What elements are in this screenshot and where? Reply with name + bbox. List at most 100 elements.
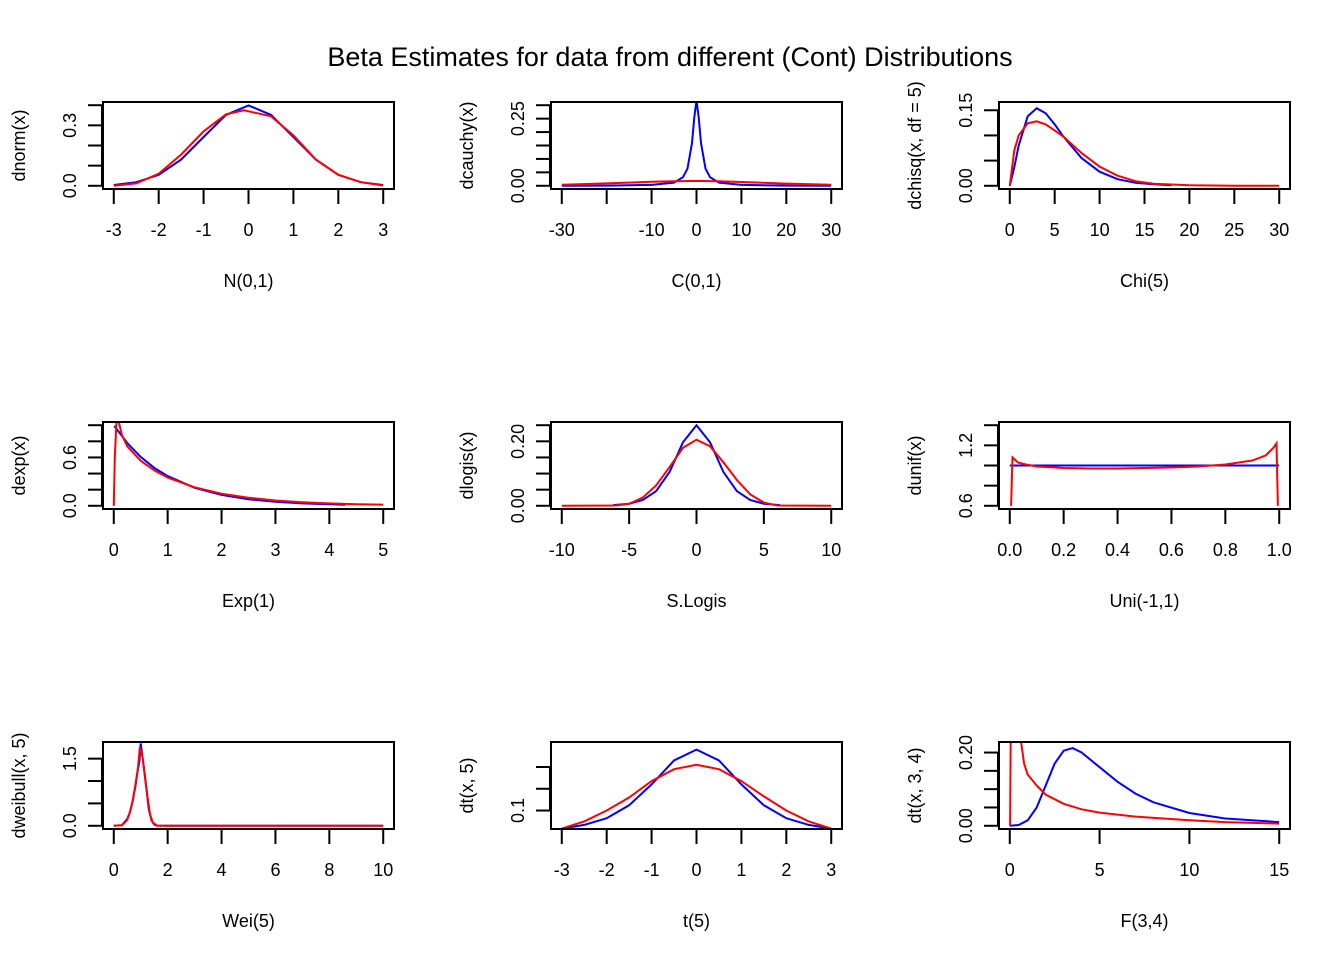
beta-estimate-line bbox=[561, 763, 832, 829]
y-tick-label: 0.15 bbox=[956, 93, 976, 128]
x-axis-label: S.Logis bbox=[666, 591, 726, 611]
beta-estimate-line bbox=[1010, 440, 1279, 506]
y-tick-label: 0.00 bbox=[956, 808, 976, 843]
panel-7: 0 2 4 6 8 10 0.0 1.5 Wei(5) dweibull(x, 5) bbox=[9, 732, 395, 931]
x-tick-label: 0 bbox=[1005, 220, 1015, 240]
beta-estimate-line bbox=[561, 438, 832, 507]
x-tick-label: 1 bbox=[736, 860, 746, 880]
y-tick-label: 0.0 bbox=[60, 173, 80, 198]
y-axis-label: dt(x, 3, 4) bbox=[905, 747, 925, 823]
x-tick-label: 0 bbox=[691, 540, 701, 560]
x-tick-label: 6 bbox=[270, 860, 280, 880]
panel-3: 0 5 10 15 20 25 30 0.00 0.15 Chi(5) dchisq(x, df =… bbox=[905, 81, 1291, 291]
x-tick-label: 4 bbox=[324, 540, 334, 560]
x-tick-label: 8 bbox=[324, 860, 334, 880]
y-axis-label: dlogis(x) bbox=[457, 431, 477, 499]
x-tick-label: 1.0 bbox=[1267, 540, 1292, 560]
x-tick-label: 0.2 bbox=[1051, 540, 1076, 560]
panels-grid: -3 -2 -1 0 1 2 30.00.3N(0,1)dnorm(x)-30 -10 0 10 2… bbox=[9, 81, 1292, 931]
x-axis-label: N(0,1) bbox=[223, 271, 273, 291]
plot-box bbox=[102, 101, 395, 190]
panel-2: -30 -10 0 10 20 30 0.00 0.25 C(0,1) dcauchy(x) bbox=[457, 101, 843, 291]
x-tick-label: 10 bbox=[1179, 860, 1199, 880]
x-tick-label: 4 bbox=[217, 860, 227, 880]
x-tick-label: 20 bbox=[1179, 220, 1199, 240]
x-tick-label: 0 bbox=[691, 220, 701, 240]
x-axis-label: t(5) bbox=[683, 911, 710, 931]
y-tick-label: 0.3 bbox=[60, 113, 80, 138]
x-tick-label: -1 bbox=[644, 860, 660, 880]
y-tick-label: 0.6 bbox=[60, 445, 80, 470]
true-density-line bbox=[113, 743, 384, 827]
true-density-line bbox=[1008, 106, 1172, 187]
y-tick-label: 0.20 bbox=[956, 735, 976, 770]
x-tick-label: 30 bbox=[1269, 220, 1289, 240]
x-tick-label: 0.6 bbox=[1159, 540, 1184, 560]
panel-4: 0 1 2 3 4 5 0.0 0.6 Exp(1) dexp(x) bbox=[9, 421, 395, 611]
true-density-line bbox=[561, 748, 832, 829]
true-density-line bbox=[1009, 747, 1280, 827]
x-tick-label: -5 bbox=[621, 540, 637, 560]
x-tick-label: 10 bbox=[821, 540, 841, 560]
x-tick-label: 5 bbox=[378, 540, 388, 560]
plot-box bbox=[998, 741, 1291, 830]
y-axis-label: dnorm(x) bbox=[9, 109, 29, 181]
x-tick-label: 5 bbox=[1050, 220, 1060, 240]
beta-estimate-line bbox=[1009, 742, 1280, 826]
x-tick-label: 0 bbox=[691, 860, 701, 880]
y-tick-label: 0.1 bbox=[508, 798, 528, 823]
x-tick-label: 0 bbox=[1005, 860, 1015, 880]
y-tick-label: 0.20 bbox=[508, 424, 528, 459]
x-axis-label: C(0,1) bbox=[671, 271, 721, 291]
y-tick-label: 0.00 bbox=[508, 168, 528, 203]
x-tick-label: 0 bbox=[243, 220, 253, 240]
true-density-line bbox=[113, 104, 384, 186]
beta-estimate-line bbox=[113, 746, 384, 827]
y-tick-label: 0.00 bbox=[508, 488, 528, 523]
x-axis-label: F(3,4) bbox=[1120, 911, 1168, 931]
x-tick-label: 2 bbox=[781, 860, 791, 880]
chart-title: Beta Estimates for data from different (… bbox=[327, 42, 1012, 72]
x-tick-label: -10 bbox=[549, 540, 575, 560]
beta-estimate-line bbox=[112, 422, 384, 506]
x-tick-label: 30 bbox=[821, 220, 841, 240]
x-tick-label: 10 bbox=[1090, 220, 1110, 240]
true-density-line bbox=[561, 102, 832, 187]
x-tick-label: -3 bbox=[554, 860, 570, 880]
x-tick-label: -2 bbox=[151, 220, 167, 240]
x-tick-label: 3 bbox=[826, 860, 836, 880]
x-tick-label: -1 bbox=[196, 220, 212, 240]
plot-box bbox=[998, 101, 1291, 190]
panel-8: -3 -2 -1 0 1 2 3 0.1 t(5) dt(x, 5) bbox=[457, 741, 843, 931]
x-tick-label: 5 bbox=[1095, 860, 1105, 880]
x-tick-label: 0 bbox=[109, 860, 119, 880]
panel-1: -3 -2 -1 0 1 2 3 0.0 0.3 N(0,1) dnorm(x) bbox=[9, 101, 395, 291]
beta-estimate-line bbox=[561, 179, 832, 186]
beta-estimate-line bbox=[1008, 120, 1280, 187]
x-tick-label: 2 bbox=[163, 860, 173, 880]
y-tick-label: 0.25 bbox=[508, 101, 528, 136]
y-tick-label: 0.6 bbox=[956, 493, 976, 518]
x-tick-label: 20 bbox=[776, 220, 796, 240]
x-tick-label: 5 bbox=[759, 540, 769, 560]
x-tick-label: 15 bbox=[1269, 860, 1289, 880]
y-tick-label: 1.2 bbox=[956, 433, 976, 458]
y-tick-label: 1.5 bbox=[60, 746, 80, 771]
x-tick-label: 0.8 bbox=[1213, 540, 1238, 560]
x-tick-label: 25 bbox=[1224, 220, 1244, 240]
beta-estimate-line bbox=[113, 109, 384, 187]
y-axis-label: dchisq(x, df = 5) bbox=[905, 81, 925, 210]
x-tick-label: -10 bbox=[639, 220, 665, 240]
x-tick-label: -2 bbox=[599, 860, 615, 880]
panel-9: 0 5 10 15 0.00 0.20 F(3,4) dt(x, 3, 4) bbox=[905, 735, 1291, 931]
x-tick-label: 1 bbox=[288, 220, 298, 240]
x-tick-label: 0 bbox=[109, 540, 119, 560]
y-axis-label: dexp(x) bbox=[9, 435, 29, 495]
plot-box bbox=[550, 421, 843, 510]
x-tick-label: 0.0 bbox=[997, 540, 1022, 560]
x-tick-label: 15 bbox=[1134, 220, 1154, 240]
x-tick-label: 3 bbox=[378, 220, 388, 240]
x-tick-label: 0.4 bbox=[1105, 540, 1130, 560]
x-axis-label: Exp(1) bbox=[222, 591, 275, 611]
